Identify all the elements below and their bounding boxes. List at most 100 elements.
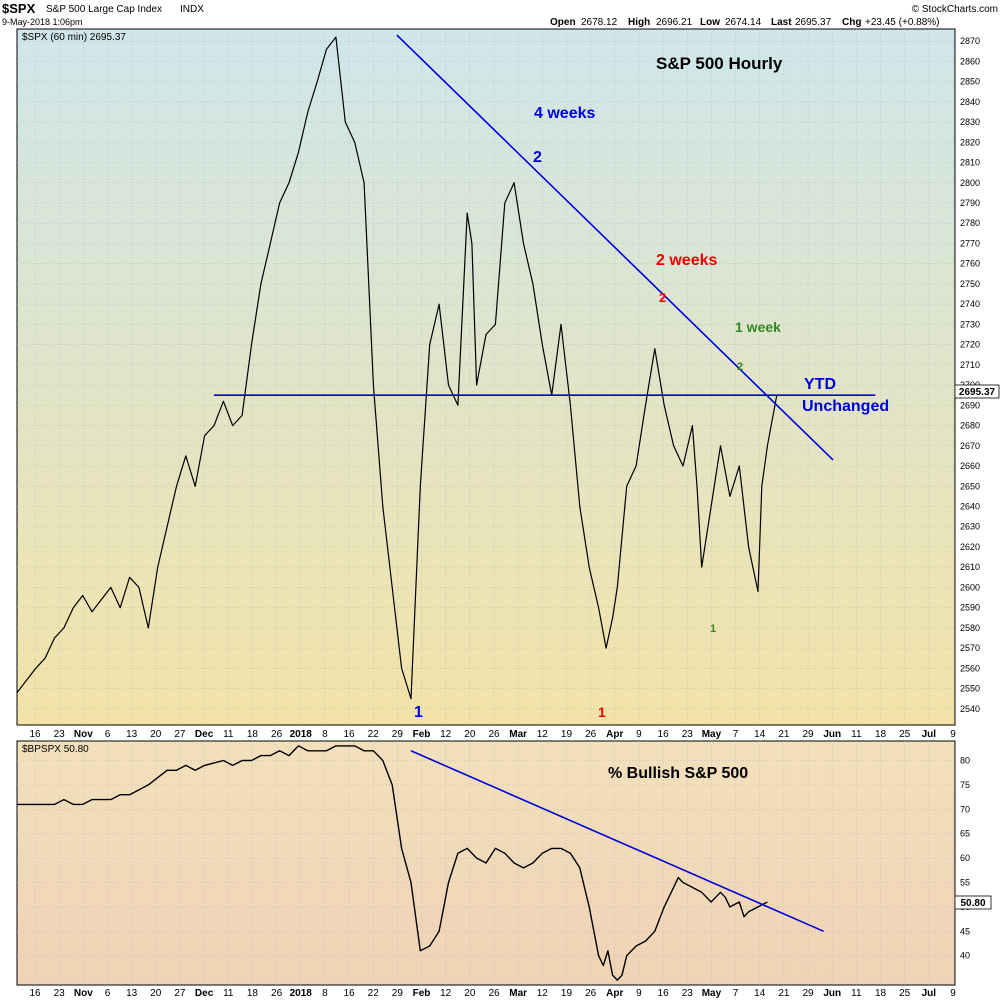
- bullish-x-tick: 20: [150, 988, 162, 999]
- chart-header: $SPX S&P 500 Large Cap Index INDX 9-May-…: [2, 1, 998, 28]
- bullish-x-tick: 9: [636, 988, 642, 999]
- price-y-tick: 2580: [960, 623, 980, 633]
- price-x-tick: 20: [464, 729, 476, 740]
- price-x-tick: Jun: [823, 729, 841, 740]
- price-x-tick: 29: [392, 729, 404, 740]
- bullish-x-tick: 20: [464, 988, 476, 999]
- bullish-x-tick: 23: [54, 988, 66, 999]
- price-x-tick: May: [702, 729, 722, 740]
- bullish-x-tick: 22: [368, 988, 380, 999]
- price-y-tick: 2560: [960, 663, 980, 673]
- stockcharts-credit: © StockCharts.com: [912, 4, 998, 15]
- price-y-tick: 2640: [960, 501, 980, 511]
- price-y-tick: 2810: [960, 158, 980, 168]
- price-x-tick: 12: [537, 729, 549, 740]
- price-x-tick: Dec: [195, 729, 214, 740]
- bullish-panel-legend: $BPSPX 50.80: [22, 744, 89, 755]
- price-x-tick: 21: [778, 729, 790, 740]
- bullish-x-tick: Dec: [195, 988, 214, 999]
- bullish-x-tick: 7: [733, 988, 739, 999]
- price-x-tick: 6: [105, 729, 111, 740]
- price-x-tick: Jul: [922, 729, 937, 740]
- bullish-y-tick: 70: [960, 804, 970, 814]
- annotation-green-2: 2: [737, 361, 743, 373]
- annotation-green-1: 1: [710, 623, 716, 635]
- price-y-tick: 2660: [960, 461, 980, 471]
- price-y-tick: 2780: [960, 218, 980, 228]
- price-y-tick: 2870: [960, 36, 980, 46]
- price-x-tick: 13: [126, 729, 138, 740]
- bullish-x-tick: 9: [950, 988, 956, 999]
- price-x-tick: Feb: [413, 729, 431, 740]
- price-x-tick: 25: [899, 729, 911, 740]
- annotation-red-2: 2: [659, 290, 666, 305]
- ohlc-open-value: 2678.12: [581, 17, 618, 28]
- price-y-tick: 2540: [960, 704, 980, 714]
- price-x-axis: 16 23 Nov 6 13 20 27 Dec 11 18 26 2018 8 16 22 29 Feb 12 2…: [29, 729, 956, 740]
- ohlc-last-label: Last: [771, 17, 792, 28]
- bullish-x-tick: 11: [851, 988, 862, 999]
- price-x-tick: Mar: [509, 729, 527, 740]
- bullish-x-axis: 16 23 Nov 6 13 20 27 Dec 11 18 26 2018 8 16 22 29 Feb 12 2…: [29, 988, 956, 999]
- price-x-tick: 16: [29, 729, 41, 740]
- bullish-x-tick: Jul: [922, 988, 937, 999]
- bullish-x-tick: 8: [322, 988, 328, 999]
- price-x-tick: 8: [322, 729, 328, 740]
- bullish-x-tick: 29: [392, 988, 404, 999]
- price-y-tick: 2740: [960, 299, 980, 309]
- ohlc-chg-label: Chg: [842, 17, 861, 28]
- annotation-red-1: 1: [598, 704, 606, 720]
- bullish-panel: 404550556065707580 $BPSPX 50.80 % Bullis…: [16, 740, 992, 986]
- bullish-x-tick: 18: [875, 988, 887, 999]
- bullish-x-tick: 2018: [290, 988, 313, 999]
- bullish-x-tick: Apr: [606, 988, 623, 999]
- price-x-tick: 9: [636, 729, 642, 740]
- ohlc-high-value: 2696.21: [656, 17, 693, 28]
- price-x-tick: Nov: [74, 729, 93, 740]
- price-x-tick: 2018: [290, 729, 313, 740]
- price-y-tick: 2800: [960, 178, 980, 188]
- price-x-tick: 7: [733, 729, 739, 740]
- price-panel-legend: $SPX (60 min) 2695.37: [22, 32, 126, 43]
- bullish-x-tick: 26: [488, 988, 500, 999]
- annotation-blue-1: 1: [414, 704, 423, 721]
- bullish-panel-gridlines: [17, 741, 955, 985]
- bullish-x-tick: 12: [537, 988, 549, 999]
- annotation-unchanged: Unchanged: [802, 398, 889, 415]
- price-y-tick: 2730: [960, 319, 980, 329]
- bullish-x-tick: 12: [440, 988, 452, 999]
- price-current-value-tag: 2695.37: [954, 384, 1000, 399]
- price-y-tick: 2770: [960, 238, 980, 248]
- price-x-tick: 9: [950, 729, 956, 740]
- ohlc-chg-value: +23.45 (+0.88%): [865, 17, 940, 28]
- annotation-1-week: 1 week: [735, 319, 781, 335]
- price-x-tick: 11: [851, 729, 862, 740]
- price-x-tick: 18: [247, 729, 259, 740]
- bullish-x-tick: 16: [658, 988, 670, 999]
- price-y-tick: 2570: [960, 643, 980, 653]
- instrument-name: S&P 500 Large Cap Index: [46, 4, 162, 15]
- bullish-x-tick: 27: [174, 988, 186, 999]
- bullish-y-tick: 55: [960, 878, 970, 888]
- price-y-tick: 2630: [960, 522, 980, 532]
- price-y-tick: 2830: [960, 117, 980, 127]
- price-x-tick: 26: [488, 729, 500, 740]
- bullish-chart-title: % Bullish S&P 500: [608, 765, 748, 782]
- bullish-downtrend-line: [410, 750, 825, 933]
- price-y-tick: 2790: [960, 198, 980, 208]
- price-x-tick: 20: [150, 729, 162, 740]
- ohlc-open-label: Open: [550, 17, 576, 28]
- bullish-x-tick: 16: [29, 988, 41, 999]
- bullish-y-tick: 65: [960, 829, 970, 839]
- bullish-y-axis: 404550556065707580: [960, 756, 970, 961]
- price-y-tick: 2820: [960, 137, 980, 147]
- price-y-axis: 2540 2550 2560 2570 2580 2590 2600 2610 2620 2630…: [960, 36, 980, 714]
- bullish-x-tick: 14: [754, 988, 766, 999]
- ohlc-low-value: 2674.14: [725, 17, 762, 28]
- bullish-x-tick: 29: [802, 988, 814, 999]
- price-y-tick: 2590: [960, 603, 980, 613]
- ohlc-low-label: Low: [700, 17, 720, 28]
- price-x-tick: 18: [875, 729, 887, 740]
- price-y-tick: 2690: [960, 400, 980, 410]
